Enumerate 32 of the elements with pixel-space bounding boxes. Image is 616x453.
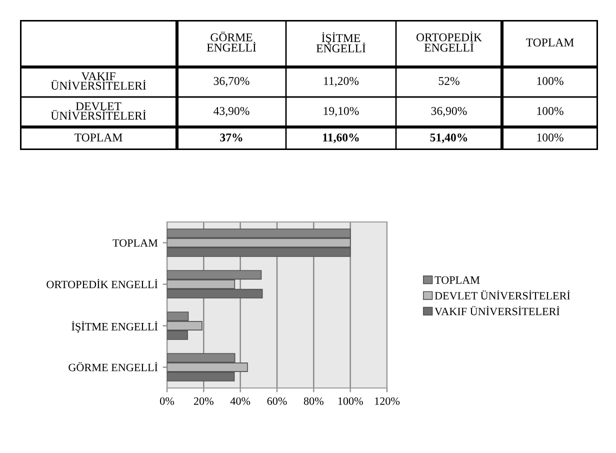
y-tick-label: İŞİTME ENGELLİ (72, 321, 158, 333)
x-tick-label: 120% (375, 397, 400, 405)
category-label: GÖRME ENGELLİ (206, 32, 256, 52)
legend-label: VAKIF ÜNİVERSİTELERİ (434, 306, 560, 316)
text: 37% (220, 133, 242, 142)
text: 19,10% (324, 106, 359, 117)
x-tick-label: 80% (304, 397, 324, 405)
text: 100% (537, 106, 564, 115)
y-tick-label: GÖRME ENGELLİ (68, 362, 158, 372)
text: 100% (537, 133, 564, 142)
text: 11,20% (324, 76, 359, 87)
text: 51,40% (430, 133, 468, 144)
x-tick-label: 60% (267, 397, 287, 405)
category-label: ORTOPEDİK ENGELLİ (416, 31, 482, 52)
x-tick-label: 40% (230, 397, 250, 405)
text: 36,90% (431, 106, 467, 117)
text: DEVLET ÜNİVERSİTELERİ (50, 102, 146, 120)
x-tick-label: 100% (338, 397, 363, 405)
text: 36,70% (214, 76, 250, 87)
legend-label: DEVLET ÜNİVERSİTELERİ (434, 290, 570, 300)
y-tick-label: ORTOPEDİK ENGELLİ (46, 278, 158, 288)
text: 11,60% (323, 133, 359, 144)
legend-label: TOPLAM (434, 276, 480, 284)
text: 52% (438, 76, 460, 85)
x-tick-label: 0% (160, 397, 174, 405)
text: 100% (537, 76, 564, 85)
x-tick-label: 20% (194, 397, 214, 405)
y-tick-label: TOPLAM (112, 239, 158, 247)
text: VAKIF ÜNİVERSİTELERİ (50, 72, 146, 90)
text: 43,90% (214, 106, 250, 117)
category-label: TOPLAM (526, 38, 574, 46)
category-label: İŞİTME ENGELLİ (316, 32, 366, 52)
